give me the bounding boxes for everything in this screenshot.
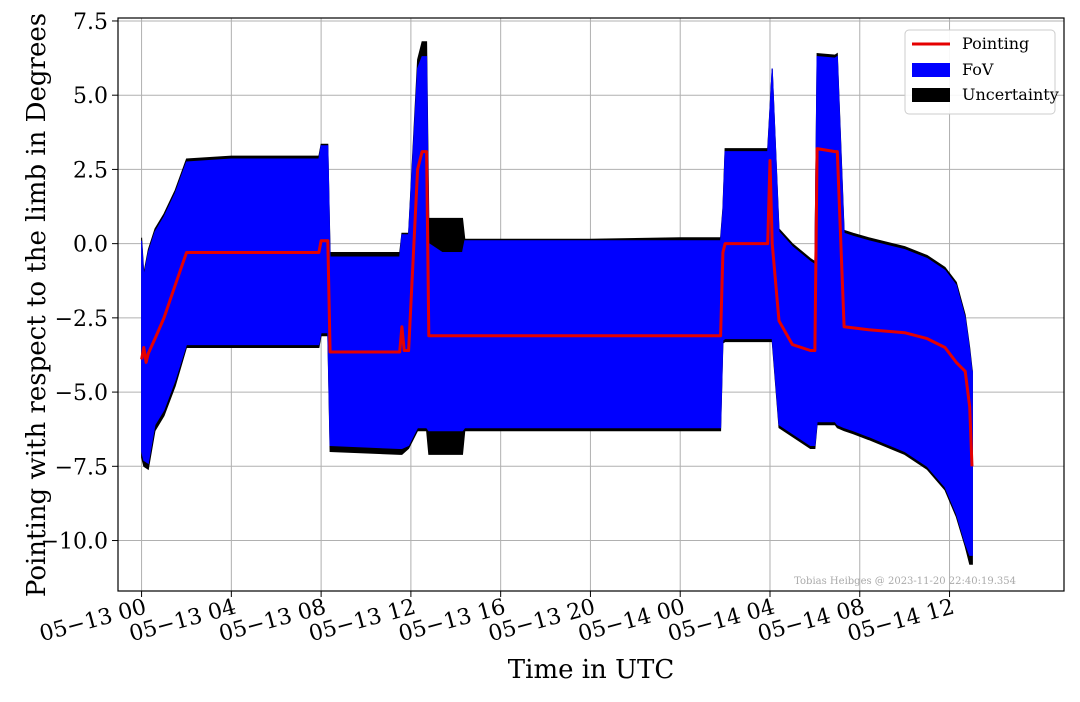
legend-pointing-label: Pointing bbox=[962, 34, 1029, 53]
y-axis-title: Pointing with respect to the limb in Deg… bbox=[22, 13, 52, 597]
y-tick-label: 2.5 bbox=[73, 158, 108, 183]
legend-uncertainty-label: Uncertainty bbox=[962, 85, 1059, 104]
y-tick-label: −5.0 bbox=[55, 381, 108, 406]
watermark: Tobias Heibges @ 2023-11-20 22:40:19.354 bbox=[794, 576, 1016, 587]
y-tick-label: −10.0 bbox=[41, 530, 108, 555]
legend-fov-swatch bbox=[912, 63, 950, 77]
series-layer bbox=[140, 41, 974, 565]
x-axis-title: Time in UTC bbox=[508, 655, 674, 685]
y-tick-label: −7.5 bbox=[55, 455, 108, 480]
plot-frame bbox=[117, 17, 1065, 592]
legend-uncertainty-swatch bbox=[912, 88, 950, 102]
legend-fov-label: FoV bbox=[962, 60, 994, 79]
y-tick-label: 5.0 bbox=[73, 84, 108, 109]
fov-band bbox=[141, 55, 973, 556]
pointing-line bbox=[140, 147, 974, 467]
y-tick-label: 0.0 bbox=[73, 233, 108, 258]
y-tick-label: −2.5 bbox=[55, 307, 108, 332]
y-tick-label: 7.5 bbox=[73, 10, 108, 35]
legend: Pointing FoV Uncertainty bbox=[904, 29, 1059, 115]
